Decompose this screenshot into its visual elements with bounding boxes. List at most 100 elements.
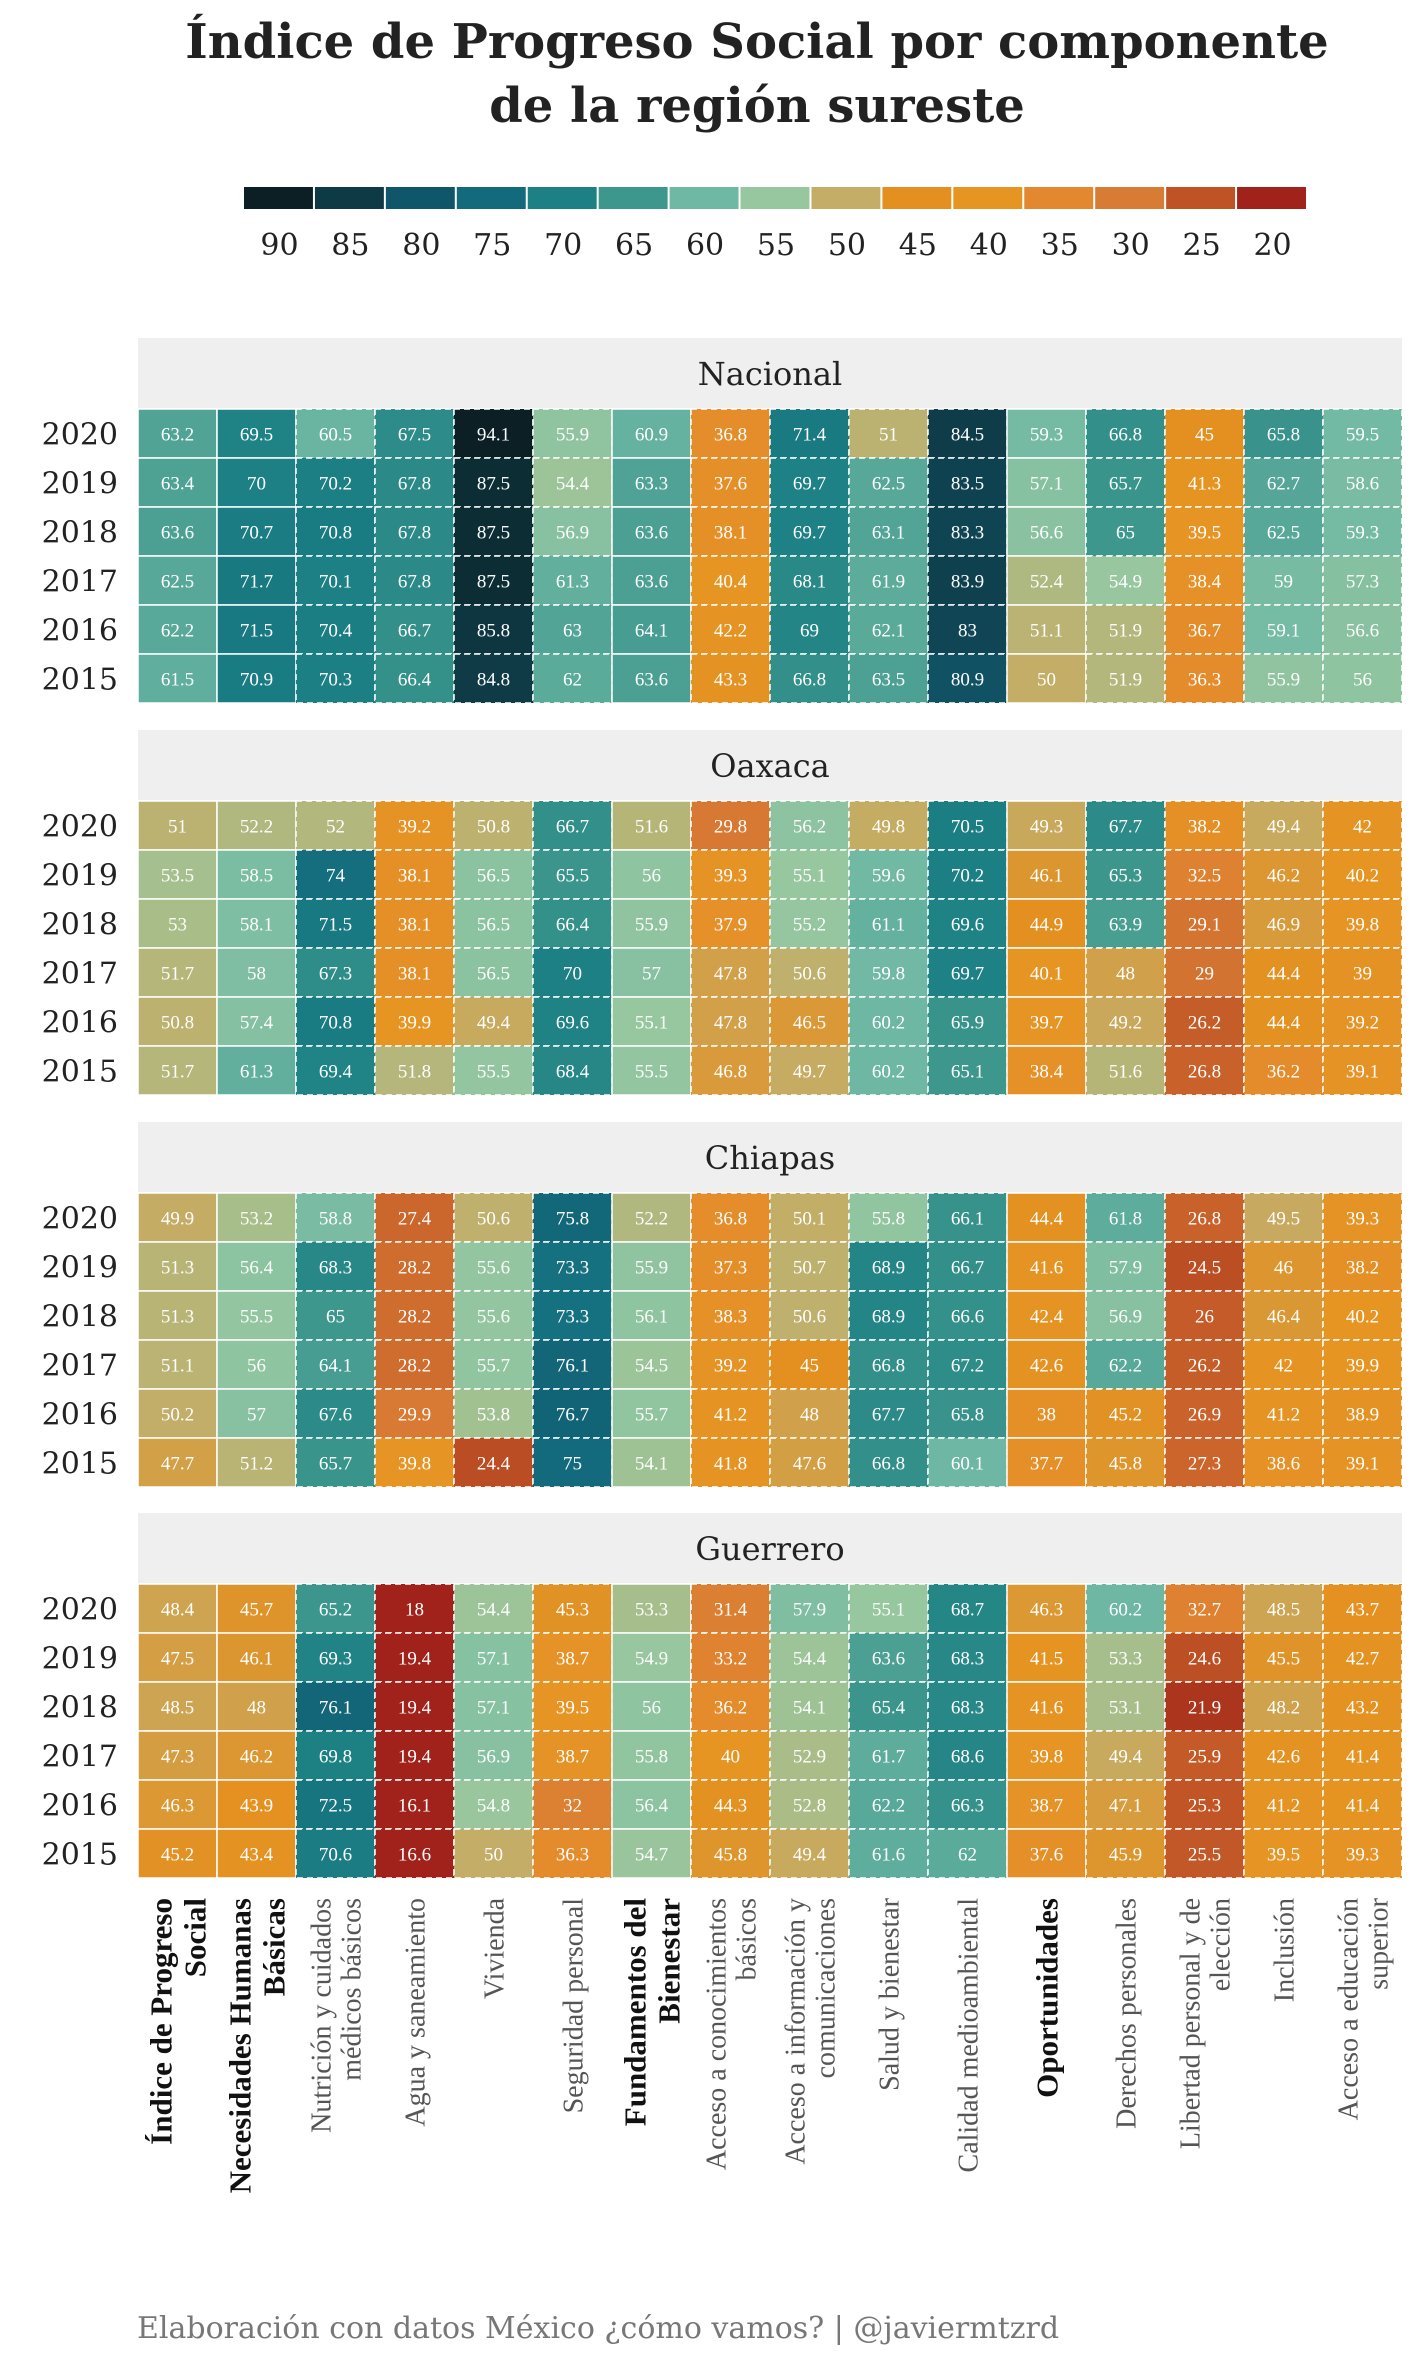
year-label: 2015 [42,663,118,698]
heatmap-cell [611,555,692,606]
column-label-line: Acceso a conocimientos [702,1898,733,2170]
cell-value: 65 [326,1307,345,1328]
heatmap-cell [453,1437,534,1488]
cell-value: 29.9 [398,1405,431,1426]
cell-value: 66.7 [951,1258,984,1279]
year-label: 2018 [42,1691,118,1726]
cell-value: 39.3 [1346,1209,1379,1230]
heatmap-cell [1085,555,1166,606]
cell-value: 51.3 [161,1258,194,1279]
heatmap-cell [1085,1290,1166,1341]
cell-value: 58.6 [1346,474,1379,495]
heatmap-cell [1322,1339,1403,1390]
cell-value: 65.7 [1109,474,1142,495]
heatmap-cell [216,1681,297,1732]
cell-value: 69.7 [951,964,984,985]
cell-value: 87.5 [477,523,510,544]
year-label: 2020 [42,418,118,453]
cell-value: 39.8 [1030,1747,1063,1768]
cell-value: 56.5 [477,964,510,985]
cell-value: 61.9 [872,572,905,593]
heatmap-cell [769,604,850,655]
heatmap-cell [453,1583,534,1634]
heatmap-cell [1006,1632,1087,1683]
cell-value: 61.8 [1109,1209,1142,1230]
heatmap-cell [1243,1583,1324,1634]
heatmap-cell [611,653,692,704]
year-label: 2017 [42,1740,118,1775]
cell-value: 67.8 [398,474,431,495]
column-label-line: Acceso a información y [781,1898,812,2165]
column-label-line: elección [1206,1898,1237,1991]
legend-label: 90 [260,228,298,263]
heatmap-cell [769,555,850,606]
cell-value: 56.9 [1109,1307,1142,1328]
heatmap-cell [532,604,613,655]
cell-value: 36.7 [1188,621,1221,642]
heatmap-cell [611,604,692,655]
legend-label: 30 [1112,228,1150,263]
cell-value: 59.5 [1346,425,1379,446]
cell-value: 45 [800,1356,819,1377]
column-label-line: Inclusión [1270,1898,1301,2002]
heatmap-cell [927,653,1008,704]
legend-label: 50 [828,228,866,263]
cell-value: 83.9 [951,572,984,593]
heatmap-cell [690,898,771,949]
cell-value: 58.8 [319,1209,352,1230]
cell-value: 48 [247,1698,266,1719]
cell-value: 54.4 [556,474,590,495]
heatmap-cell [216,1437,297,1488]
cell-value: 70 [247,474,266,495]
heatmap-cell [611,1192,692,1243]
cell-value: 41.8 [714,1454,747,1475]
cell-value: 57.4 [240,1013,274,1034]
cell-value: 75.8 [556,1209,589,1230]
cell-value: 38.7 [556,1649,589,1670]
year-label: 2019 [42,1251,118,1286]
cell-value: 51.3 [161,1307,194,1328]
legend-label: 65 [615,228,653,263]
cell-value: 60.2 [1109,1600,1142,1621]
cell-value: 63.2 [161,425,194,446]
heatmap-cell [611,1437,692,1488]
column-label-line: Necesidades Humanas [223,1898,258,2193]
heatmap-cell [295,1681,376,1732]
panel-chiapas: Chiapas 2020 49.9 53.2 58.8 27.4 50.6 75.8 52.2 3… [42,1122,1403,1488]
cell-value: 70.3 [319,670,352,691]
cell-value: 87.5 [477,474,510,495]
column-label-line: Agua y saneamiento [401,1898,432,2127]
heatmap-cell [374,506,455,557]
cell-value: 41.3 [1188,474,1221,495]
cell-value: 26.8 [1188,1209,1221,1230]
cell-value: 42.6 [1030,1356,1063,1377]
cell-value: 62 [958,1845,977,1866]
cell-value: 26.8 [1188,1062,1221,1083]
cell-value: 46.8 [714,1062,747,1083]
cell-value: 37.3 [714,1258,747,1279]
heatmap-cell [611,1583,692,1634]
cell-value: 66.8 [872,1454,905,1475]
cell-value: 55.1 [635,1013,668,1034]
year-label: 2020 [42,1593,118,1628]
heatmap-cell [532,653,613,704]
cell-value: 44.3 [714,1796,747,1817]
cell-value: 70.5 [951,817,984,838]
heatmap-cell [1322,1045,1403,1096]
cell-value: 51.6 [1109,1062,1142,1083]
heatmap-cell [216,1045,297,1096]
column-label: Derechos personales [1112,1898,1143,2129]
heatmap-cell [1085,996,1166,1047]
column-label: Inclusión [1270,1898,1301,2002]
heatmap-cell [1164,1192,1245,1243]
cell-value: 63.6 [635,670,668,691]
cell-value: 39.8 [1346,915,1379,936]
cell-value: 67.8 [398,523,431,544]
heatmap-cell [1322,1779,1403,1830]
cell-value: 16.6 [398,1845,431,1866]
heatmap-cell [848,898,929,949]
heatmap-cell [769,1632,850,1683]
cell-value: 56.1 [635,1307,668,1328]
cell-value: 55.2 [793,915,826,936]
heatmap-cell [690,1290,771,1341]
